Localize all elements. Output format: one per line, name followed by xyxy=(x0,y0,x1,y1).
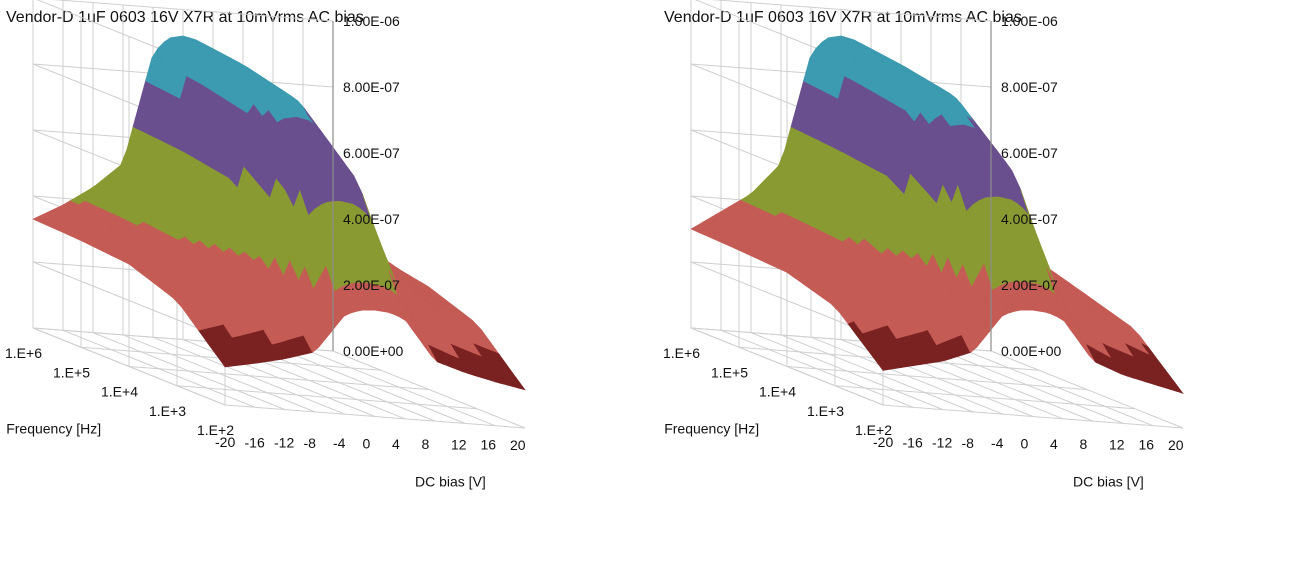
x-tick-label: -20 xyxy=(873,434,893,450)
chart-title: Vendor-D 1uF 0603 16V X7R at 10mVrms AC … xyxy=(664,9,1022,26)
y-tick-label: 1.E+3 xyxy=(149,403,186,419)
y-tick-label: 1.E+3 xyxy=(807,403,844,419)
z-tick-label: 0.00E+00 xyxy=(1001,343,1062,359)
z-axis: 0.00E+00 2.00E-07 4.00E-07 6.00E-07 8.00E-07… xyxy=(990,13,1062,359)
x-tick-label: -4 xyxy=(991,435,1004,451)
z-tick-label: 8.00E-07 xyxy=(343,79,400,95)
y-tick-label: 1.E+2 xyxy=(855,422,892,438)
z-tick-label: 1.00E-06 xyxy=(343,13,400,29)
x-tick-label: 4 xyxy=(1050,436,1058,452)
y-tick-label: 1.E+2 xyxy=(197,422,234,438)
y-axis-title: Frequency [Hz] xyxy=(6,420,101,436)
x-tick-label: 12 xyxy=(1109,436,1125,452)
x-tick-label: 4 xyxy=(392,436,400,452)
x-axis-title: DC bias [V] xyxy=(1073,474,1144,490)
z-tick-label: 2.00E-07 xyxy=(343,277,400,293)
x-tick-label: 20 xyxy=(510,437,526,453)
x-tick-label: 8 xyxy=(422,436,430,452)
floor-grid-line xyxy=(128,366,430,390)
x-tick-label: -8 xyxy=(304,435,317,451)
chart-title: Vendor-D 1uF 0603 16V X7R at 10mVrms AC … xyxy=(6,9,364,26)
z-tick-label: 1.00E-06 xyxy=(1001,13,1058,29)
chart-panel-right: Vendor-D 1uF 0603 16V X7R at 10mVrms AC … xyxy=(663,0,1184,490)
floor-grid-line xyxy=(224,404,526,429)
x-tick-label: -8 xyxy=(962,435,975,451)
z-tick-label: 4.00E-07 xyxy=(1001,211,1058,227)
x-tick-label: 12 xyxy=(451,436,467,452)
z-axis: 0.00E+00 2.00E-07 4.00E-07 6.00E-07 8.00E-07… xyxy=(332,13,404,359)
x-tick-label: -4 xyxy=(333,435,346,451)
x-tick-label: -12 xyxy=(274,435,294,451)
y-tick-label: 1.E+5 xyxy=(53,364,90,380)
x-tick-label: 0 xyxy=(1021,436,1029,452)
y-tick-label: 1.E+4 xyxy=(759,384,796,400)
y-axis-title: Frequency [Hz] xyxy=(664,420,759,436)
chart-panel-left: Vendor-D 1uF 0603 16V X7R at 10mVrms AC … xyxy=(5,0,526,490)
floor-grid-line xyxy=(176,385,478,410)
x-tick-label: -16 xyxy=(245,434,265,450)
surface-cell xyxy=(509,375,526,391)
surface-cell xyxy=(1167,378,1184,394)
x-tick-label: 20 xyxy=(1168,437,1184,453)
surface xyxy=(690,35,1184,394)
x-axis-title: DC bias [V] xyxy=(415,474,486,490)
x-tick-label: -12 xyxy=(932,435,952,451)
x-tick-label: 16 xyxy=(481,437,497,453)
z-tick-label: 8.00E-07 xyxy=(1001,79,1058,95)
floor-grid-line xyxy=(786,366,1088,390)
floor-grid-line xyxy=(834,385,1136,410)
y-axis: 1.E+2 1.E+3 1.E+4 1.E+5 1.E+6 Frequency [Hz] xyxy=(5,345,234,438)
x-tick-label: 0 xyxy=(363,436,371,452)
y-tick-label: 1.E+5 xyxy=(711,364,748,380)
x-axis: -20 -16 -12 -8 -4 0 4 8 12 16 20 DC bias [V] xyxy=(215,434,526,490)
y-tick-label: 1.E+6 xyxy=(5,345,42,361)
z-tick-label: 2.00E-07 xyxy=(1001,277,1058,293)
z-tick-label: 6.00E-07 xyxy=(1001,145,1058,161)
x-tick-label: -16 xyxy=(903,434,923,450)
z-tick-label: 0.00E+00 xyxy=(343,343,404,359)
x-tick-label: 16 xyxy=(1139,437,1155,453)
y-axis: 1.E+2 1.E+3 1.E+4 1.E+5 1.E+6 Frequency [Hz] xyxy=(663,345,892,438)
x-axis: -20 -16 -12 -8 -4 0 4 8 12 16 20 DC bias [V] xyxy=(873,434,1184,490)
surface xyxy=(32,35,526,391)
floor-grid-line xyxy=(882,404,1184,429)
z-tick-label: 6.00E-07 xyxy=(343,145,400,161)
x-tick-label: -20 xyxy=(215,434,235,450)
x-tick-label: 8 xyxy=(1080,436,1088,452)
y-tick-label: 1.E+4 xyxy=(101,384,138,400)
y-tick-label: 1.E+6 xyxy=(663,345,700,361)
z-tick-label: 4.00E-07 xyxy=(343,211,400,227)
